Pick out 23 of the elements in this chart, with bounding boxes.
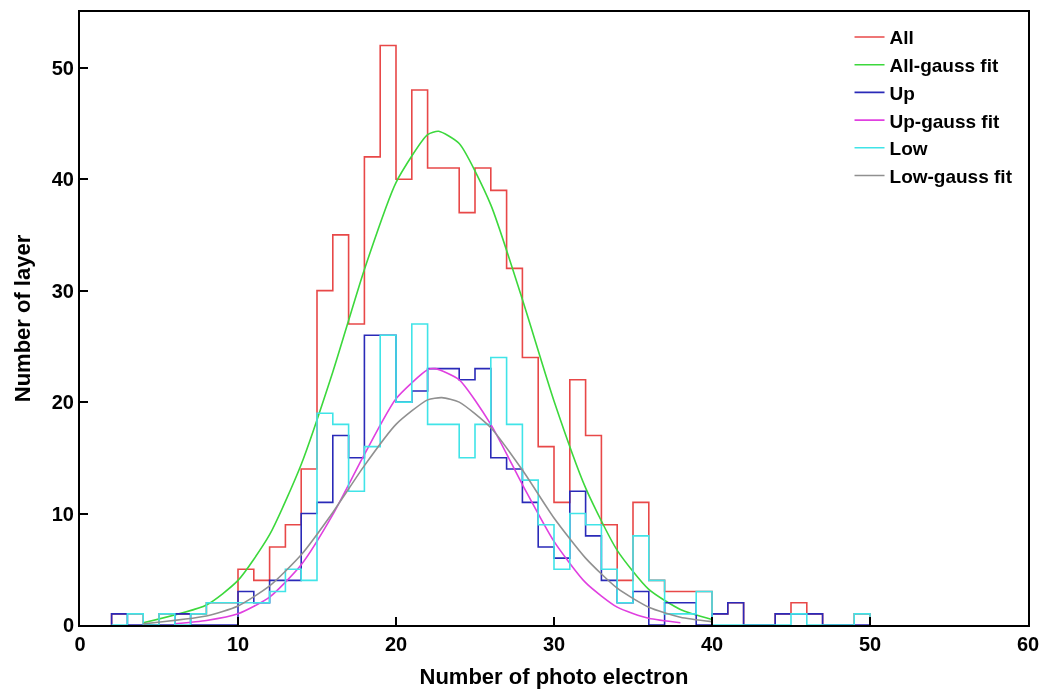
x-axis-title: Number of photo electron [419, 664, 689, 690]
x-tick-label: 10 [226, 633, 250, 655]
line-series [142, 130, 713, 624]
legend-label: Up [889, 82, 915, 104]
y-tick-label: 40 [51, 168, 74, 191]
legend-label: All-gauss fit [889, 55, 999, 77]
x-tick-label: 30 [542, 633, 566, 655]
y-axis-title: Number of layer [10, 234, 36, 403]
legend-label: Up-gauss fit [889, 110, 1000, 132]
y-tick-label: 50 [51, 56, 74, 79]
y-tick-label: 20 [51, 391, 74, 414]
y-tick-label: 0 [62, 614, 74, 636]
y-tick-label: 10 [51, 502, 74, 525]
legend-label: Low-gauss fit [889, 165, 1013, 187]
legend-label: Low [889, 138, 928, 160]
x-tick-label: 60 [1016, 633, 1040, 655]
x-tick-label: 20 [384, 633, 408, 655]
legend-label: All [889, 27, 914, 49]
x-tick-label: 50 [858, 633, 882, 655]
y-tick-label: 30 [51, 279, 74, 302]
x-tick-label: 40 [700, 633, 724, 655]
line-series [174, 367, 682, 625]
line-series [142, 396, 713, 625]
